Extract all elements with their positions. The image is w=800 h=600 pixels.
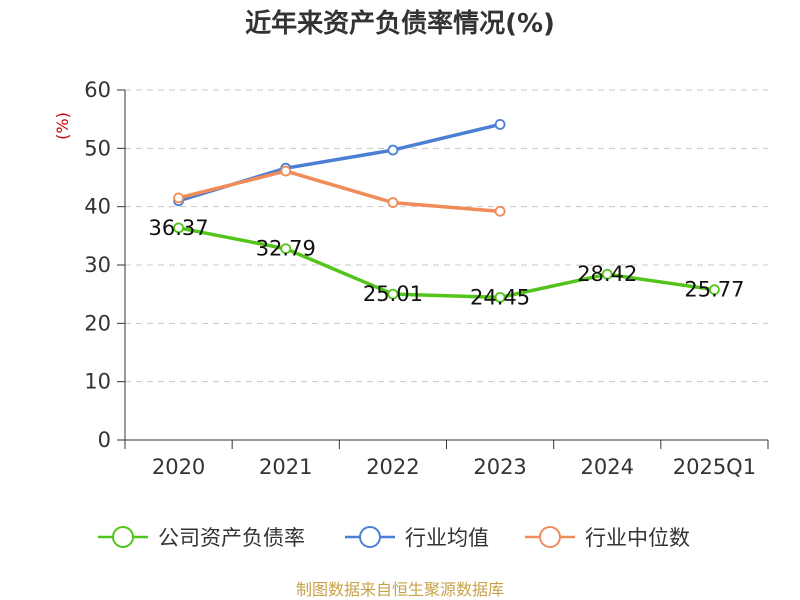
data-label: 25.01 bbox=[363, 282, 423, 306]
legend-marker bbox=[359, 526, 381, 548]
y-tick-label: 40 bbox=[84, 195, 111, 219]
series-line-2 bbox=[178, 169, 501, 214]
data-point bbox=[280, 165, 292, 177]
axes: 0 10 20 30 40 50 60 2020 2021 2022 2023 2024 2025Q1 bbox=[84, 78, 769, 479]
x-tick-label: 2022 bbox=[366, 455, 419, 479]
y-axis-label: (%) bbox=[53, 112, 72, 140]
y-tick-label: 10 bbox=[84, 370, 111, 394]
data-label: 24.45 bbox=[470, 285, 530, 309]
chart-title: 近年来资产负债率情况(%) bbox=[245, 8, 555, 39]
source-note: 制图数据来自恒生聚源数据库 bbox=[296, 580, 504, 599]
data-label: 32.79 bbox=[256, 237, 316, 261]
data-point bbox=[601, 268, 613, 280]
x-tick-label: 2021 bbox=[259, 455, 312, 479]
x-tick-label: 2023 bbox=[473, 455, 526, 479]
y-tick-label: 50 bbox=[84, 136, 111, 160]
legend-item: 行业均值 bbox=[345, 526, 489, 550]
x-tick-label: 2025Q1 bbox=[673, 455, 756, 479]
series-group bbox=[173, 119, 720, 303]
data-labels: 36.37 32.79 25.01 24.45 28.42 25.77 bbox=[149, 216, 745, 310]
data-point bbox=[173, 192, 184, 204]
x-tick-label: 2024 bbox=[581, 455, 634, 479]
legend-marker bbox=[112, 526, 134, 548]
legend-marker bbox=[539, 526, 561, 548]
data-point bbox=[387, 197, 399, 208]
y-tick-label: 0 bbox=[98, 428, 111, 452]
legend-label: 公司资产负债率 bbox=[158, 526, 305, 550]
legend-label: 行业均值 bbox=[405, 526, 489, 550]
data-point bbox=[709, 284, 720, 296]
y-tick-label: 60 bbox=[84, 78, 111, 102]
x-tick-label: 2020 bbox=[152, 455, 205, 479]
series-line-1 bbox=[178, 122, 501, 203]
legend-item: 公司资产负债率 bbox=[98, 526, 305, 550]
data-label: 36.37 bbox=[149, 216, 209, 240]
y-tick-label: 30 bbox=[84, 253, 111, 277]
data-point bbox=[280, 243, 292, 255]
data-point bbox=[494, 205, 506, 217]
series-line-0 bbox=[178, 226, 715, 300]
data-point bbox=[494, 119, 506, 130]
data-point bbox=[387, 288, 399, 300]
legend-label: 行业中位数 bbox=[585, 526, 690, 550]
y-tick-label: 20 bbox=[84, 311, 111, 335]
legend: 公司资产负债率 行业均值 行业中位数 bbox=[98, 526, 690, 550]
data-point bbox=[387, 144, 399, 156]
data-label: 28.42 bbox=[577, 262, 637, 286]
data-point bbox=[494, 291, 506, 303]
legend-item: 行业中位数 bbox=[525, 526, 690, 550]
data-label: 25.77 bbox=[684, 278, 744, 302]
data-point bbox=[173, 222, 184, 234]
